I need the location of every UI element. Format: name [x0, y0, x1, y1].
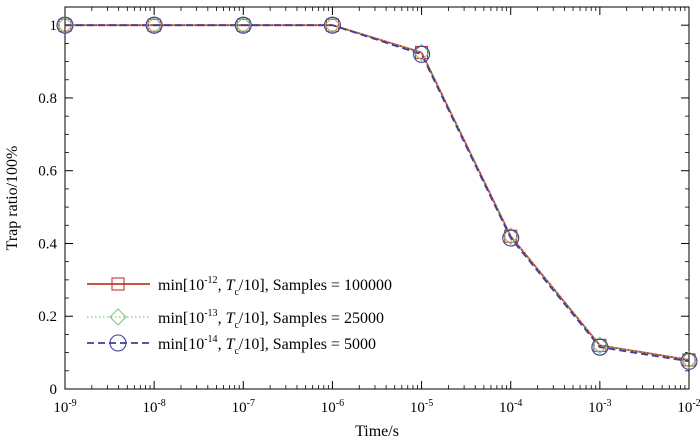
data-point-circle — [323, 16, 341, 34]
legend-marker-1 — [111, 277, 125, 291]
data-point-circle — [680, 352, 698, 370]
data-point-circle — [145, 16, 163, 34]
plot-area-frame — [64, 6, 690, 390]
data-point-diamond — [412, 43, 431, 62]
x-axis-label: Time/s — [355, 423, 399, 440]
y-tick-label: 1 — [50, 18, 58, 34]
y-tick-label: 0.4 — [38, 236, 57, 252]
y-tick-label: 0 — [50, 382, 58, 398]
x-axis-ticks: 10-9 10-8 10-7 10-6 10-5 10-4 10-3 10-2 — [53, 7, 700, 416]
x-tick-label: 10-9 — [53, 398, 76, 416]
series-layer — [56, 16, 698, 370]
data-point-diamond — [501, 227, 520, 245]
legend-label-1: min[10-12, Tc/10], Samples = 100000 — [158, 275, 392, 298]
x-tick-label: 10-8 — [142, 398, 165, 416]
data-point-circle — [502, 229, 520, 247]
data-point-circle — [591, 338, 609, 356]
data-point-diamond — [591, 336, 609, 355]
x-tick-label: 10-5 — [410, 398, 433, 416]
y-axis-label: Trap ratio/100% — [4, 146, 21, 251]
legend: min[10-12, Tc/10], Samples = 100000 min[1… — [87, 275, 392, 357]
y-tick-label: 0.6 — [38, 164, 57, 180]
data-point-square — [236, 18, 250, 32]
x-tick-label: 10-3 — [588, 398, 611, 416]
legend-marker-3 — [109, 334, 127, 352]
y-tick-label: 0.8 — [38, 91, 57, 107]
y-axis-ticks: 0 0.2 0.4 0.6 0.8 1 — [38, 18, 689, 398]
data-point-circle — [234, 16, 252, 34]
x-tick-label: 10-2 — [677, 398, 700, 416]
data-point-square — [147, 18, 161, 32]
legend-marker-2 — [109, 308, 127, 326]
legend-label-2: min[10-13, Tc/10], Samples = 25000 — [158, 308, 384, 331]
x-tick-label: 10-4 — [499, 398, 522, 416]
data-point-circle — [56, 16, 74, 34]
data-point-square — [325, 18, 339, 32]
data-point-square — [58, 18, 72, 32]
x-tick-label: 10-7 — [232, 398, 255, 416]
x-tick-label: 10-6 — [321, 398, 344, 416]
legend-label-3: min[10-14, Tc/10], Samples = 5000 — [158, 334, 376, 357]
data-point-circle — [413, 45, 431, 63]
y-tick-label: 0.2 — [38, 309, 57, 325]
series-line-3 — [65, 24, 690, 363]
data-point-diamond — [680, 351, 698, 369]
